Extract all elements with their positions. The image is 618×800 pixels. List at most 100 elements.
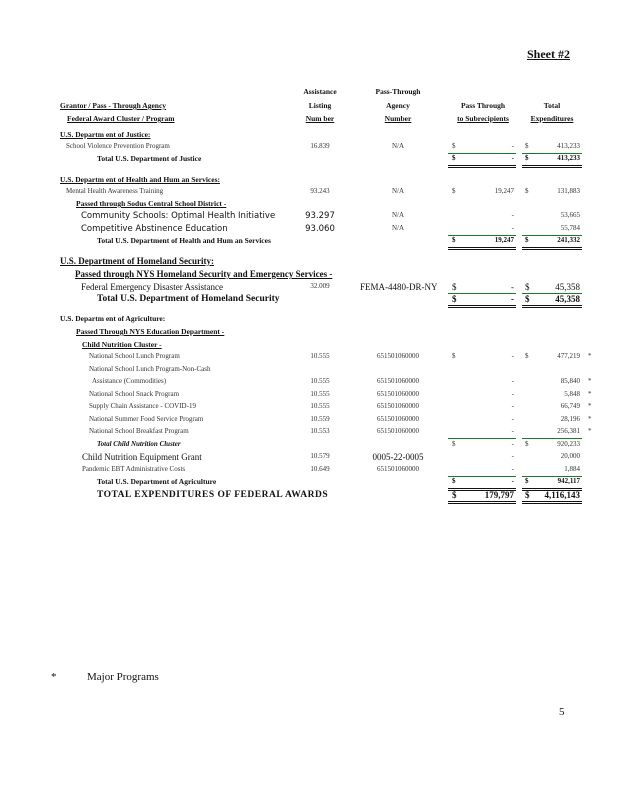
table-row: Passed through NYS Homeland Security and…: [0, 269, 618, 281]
row-label: National School Lunch Program-Non-Cash: [89, 365, 211, 373]
header-total-2: Expenditures: [530, 114, 574, 123]
header-aln-3: Num ber: [305, 114, 335, 123]
pass-through-amount: -: [511, 282, 514, 292]
pass-through-amount: 19,247: [494, 187, 514, 195]
total-expenditure-amount: 413,233: [557, 142, 580, 150]
total-dollar-sign: $: [525, 352, 529, 360]
row-label: Competitive Abstinence Education: [81, 224, 228, 234]
double-underline: [522, 305, 582, 308]
total-dollar-sign: $: [525, 440, 529, 448]
subtotal-rule: [522, 235, 582, 236]
table-row: Total U.S. Department of Homeland Securi…: [0, 294, 618, 306]
major-program-marker: *: [588, 427, 592, 435]
row-label: Total U.S. Department of Justice: [97, 154, 202, 163]
pass-through-agency-number: 651501060000: [377, 390, 419, 398]
assistance-listing-number: 93.243: [310, 187, 330, 195]
table-row: U.S. Department of Homeland Security:: [0, 256, 618, 268]
table-row: U.S. Departm ent of Health and Hum an Se…: [0, 175, 618, 187]
header-pass-1: Pass Through: [460, 101, 506, 110]
row-label: TOTAL EXPENDITURES OF FEDERAL AWARDS: [97, 490, 329, 500]
pass-through-agency-number: N/A: [391, 224, 405, 232]
pass-through-amount: -: [511, 352, 514, 360]
pass-dollar-sign: $: [452, 440, 456, 448]
header-ptan-2: Agency: [386, 101, 410, 110]
table-row: National School Lunch Program-Non-Cash: [0, 365, 618, 377]
total-expenditure-amount: 241,332: [557, 236, 580, 244]
double-underline: [522, 488, 582, 491]
row-label: National Summer Food Service Program: [89, 415, 204, 423]
subtotal-rule: [448, 293, 516, 294]
row-label: Total Child Nutrition Cluster: [97, 440, 181, 448]
table-row: Total Child Nutrition Cluster $ - $920,233: [0, 440, 618, 452]
assistance-listing-number: 10.555: [310, 352, 330, 360]
subtotal-rule: [522, 293, 582, 294]
assistance-listing-number: 10.555: [310, 402, 330, 410]
pass-through-agency-number: N/A: [391, 187, 405, 195]
row-label: Community Schools: Optimal Health Initia…: [81, 211, 276, 221]
double-underline: [448, 305, 516, 308]
pass-through-agency-number: 651501060000: [377, 377, 419, 385]
header-aln-2: Listing: [308, 101, 332, 110]
total-dollar-sign: $: [525, 282, 530, 292]
pass-through-amount: -: [511, 440, 514, 448]
pass-through-amount: 19,247: [494, 236, 514, 244]
footnote-text: Major Programs: [87, 671, 159, 683]
pass-dollar-sign: $: [452, 477, 456, 485]
subtotal-rule: [448, 438, 516, 439]
total-expenditure-amount: 1,884: [564, 465, 580, 473]
pass-through-amount: -: [511, 390, 514, 398]
row-label: School Violence Prevention Program: [66, 142, 170, 150]
subtotal-rule: [448, 153, 516, 154]
row-label: Child Nutrition Equipment Grant: [82, 452, 202, 462]
total-expenditure-amount: 53,665: [560, 211, 580, 219]
page-number: 5: [559, 706, 565, 718]
double-underline: [522, 165, 582, 168]
row-label: Assistance (Commodities): [92, 377, 167, 385]
pass-dollar-sign: $: [452, 154, 456, 162]
double-underline: [448, 247, 516, 250]
pass-through-agency-number: N/A: [391, 142, 405, 150]
pass-through-agency-number: 651501060000: [377, 402, 419, 410]
total-expenditure-amount: 66,749: [560, 402, 580, 410]
total-expenditure-amount: 256,381: [557, 427, 580, 435]
pass-dollar-sign: $: [452, 294, 457, 304]
pass-through-agency-number: FEMA-4480-DR-NY: [360, 282, 438, 292]
table-row: School Violence Prevention Program 16.839…: [0, 142, 618, 154]
row-label: Passed through NYS Homeland Security and…: [75, 269, 333, 279]
pass-dollar-sign: $: [452, 187, 456, 195]
assistance-listing-number: 10.579: [310, 452, 330, 460]
header-program: Federal Award Cluster / Program: [67, 114, 175, 123]
row-label: Pandemic EBT Administrative Costs: [82, 465, 186, 473]
double-underline: [448, 165, 516, 168]
row-label: National School Snack Program: [89, 390, 180, 398]
header-pass-2: to Subrecipients: [457, 114, 509, 123]
assistance-listing-number: 10.553: [310, 427, 330, 435]
total-dollar-sign: $: [525, 477, 529, 485]
table-row: Mental Health Awareness Training 93.243 N/…: [0, 187, 618, 199]
pass-dollar-sign: $: [452, 352, 456, 360]
assistance-listing-number: 93.297: [305, 211, 335, 221]
table-row: Federal Emergency Disaster Assistance 32.…: [0, 282, 618, 294]
table-row: Supply Chain Assistance - COVID-19 10.555…: [0, 402, 618, 414]
table-row: Passed Through NYS Education Department …: [0, 327, 618, 339]
header-total-1: Total: [543, 101, 561, 110]
pass-through-amount: -: [511, 427, 514, 435]
pass-through-amount: -: [511, 465, 514, 473]
double-underline: [448, 501, 516, 504]
row-label: Total U.S. Department of Agriculture: [97, 477, 217, 486]
header-aln-1: Assistance: [303, 87, 337, 96]
table-row: U.S. Departm ent of Agriculture:: [0, 314, 618, 326]
assistance-listing-number: 32.009: [310, 282, 330, 290]
table-row: National School Snack Program 10.555 65150…: [0, 390, 618, 402]
table-row: Child Nutrition Equipment Grant 10.579 000…: [0, 452, 618, 464]
table-row: U.S. Departm ent of Justice:: [0, 130, 618, 142]
table-row: Passed through Sodus Central School Dist…: [0, 199, 618, 211]
double-underline: [448, 488, 516, 491]
table-row: National Summer Food Service Program 10.5…: [0, 415, 618, 427]
major-program-marker: *: [588, 402, 592, 410]
pass-through-amount: -: [511, 142, 514, 150]
row-label: Supply Chain Assistance - COVID-19: [89, 402, 196, 410]
assistance-listing-number: 10.649: [310, 465, 330, 473]
total-expenditure-amount: 55,784: [560, 224, 580, 232]
